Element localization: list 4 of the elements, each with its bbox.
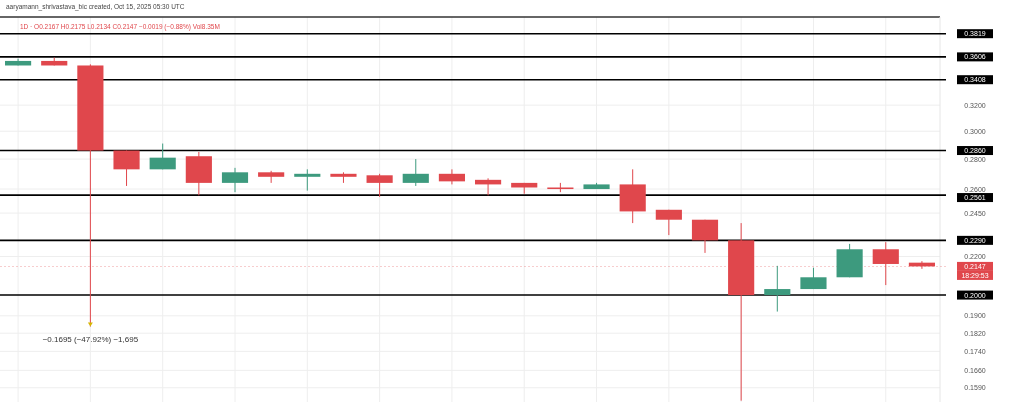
candlestick [438, 168, 465, 185]
candlestick [764, 265, 791, 313]
annotation: −0.1695 (−47.92%) −1,695 [42, 334, 139, 344]
candlestick [294, 168, 321, 192]
